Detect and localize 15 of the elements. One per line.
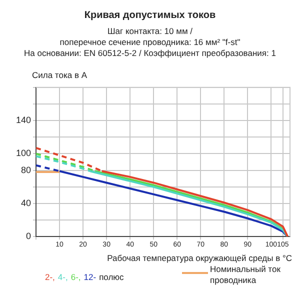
text: 2-, (45, 272, 55, 282)
legend-label: Номинальный ток проводника (210, 264, 282, 286)
y-tick-label: 40 (21, 198, 32, 208)
chart-title: Кривая допустимых токов (83, 10, 217, 21)
chart-subtitle: Шаг контакта: 10 мм / поперечное сечение проводника: 16 мм² "f-st" На основании: EN 60512-5-2 / Коэффициент преобразования: 1 (23, 26, 277, 59)
text: 12- (84, 272, 96, 282)
text: 6-, (70, 272, 81, 282)
legend-title: полюс (99, 272, 124, 282)
y-tick-label: 80 (21, 164, 32, 175)
x-axis-title: Рабочая температура окружающей среды в °C (107, 253, 292, 263)
y-tick-label: 100 (16, 148, 32, 158)
y-axis-title: Сила тока в A (32, 70, 88, 80)
y-tick-label: 0 (26, 231, 32, 242)
y-tick-label: 140 (16, 115, 32, 126)
text: 4-, (58, 272, 68, 282)
